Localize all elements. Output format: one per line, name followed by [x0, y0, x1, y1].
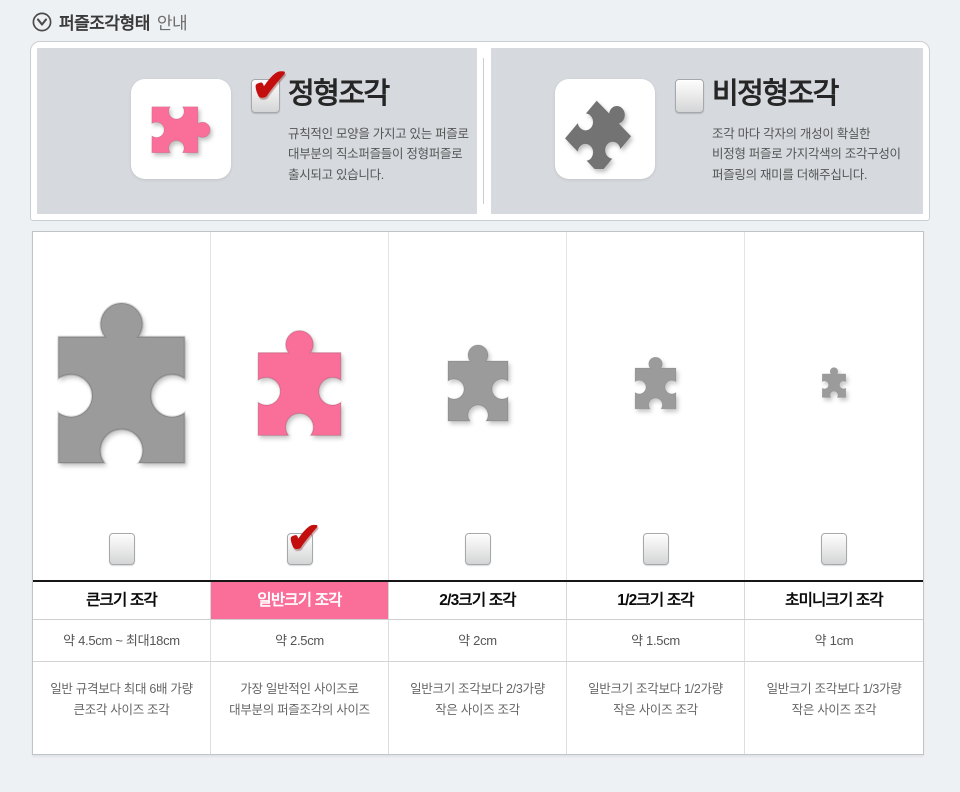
half-size-checkbox[interactable]	[642, 533, 669, 565]
size-description: 일반크기 조각보다 2/3가량 작은 사이즈 조각	[389, 662, 567, 754]
piece-image-row: ✔	[33, 232, 923, 580]
size-description: 일반 규격보다 최대 6배 가량 큰조각 사이즈 조각	[33, 662, 211, 754]
red-check-icon: ✔	[251, 59, 290, 111]
section-title-row: 퍼즐조각형태 안내	[0, 0, 960, 41]
header-half[interactable]: 1/2크기 조각	[567, 582, 745, 619]
size-value: 약 1.5cm	[567, 620, 745, 661]
size-cell-two-thirds	[389, 232, 567, 580]
table-size-row: 약 4.5cm ~ 최대18cm 약 2.5cm 약 2cm 약 1.5cm 약…	[33, 620, 923, 662]
table-header-row: 큰크기 조각 일반크기 조각 2/3크기 조각 1/2크기 조각 초미니크기 조…	[33, 580, 923, 620]
header-large[interactable]: 큰크기 조각	[33, 582, 211, 619]
piece-type-panels: ✔ 정형조각 규칙적인 모양을 가지고 있는 퍼즐로 대부분의 직소퍼즐들이 정…	[30, 41, 930, 221]
size-value: 약 1cm	[814, 633, 854, 648]
size-cell-large	[33, 232, 211, 580]
desc-line: 큰조각 사이즈 조각	[73, 702, 170, 717]
size-description: 일반크기 조각보다 1/3가량 작은 사이즈 조각	[745, 662, 923, 754]
gray-irregular-puzzle-piece-icon	[565, 89, 645, 169]
large-size-checkbox[interactable]	[108, 533, 135, 565]
desc-line: 출시되고 있습니다.	[288, 167, 384, 182]
header-mini[interactable]: 초미니크기 조각	[785, 592, 884, 609]
page-title-suffix: 안내	[156, 14, 188, 33]
desc-line: 작은 사이즈 조각	[791, 702, 877, 717]
irregular-piece-description: 조각 마다 각자의 개성이 확실한 비정형 퍼즐로 가지각색의 조각구성이 퍼즐…	[712, 124, 901, 185]
chevron-down-circle-icon[interactable]	[32, 12, 52, 32]
pink-puzzle-piece-icon	[144, 96, 218, 162]
desc-line: 대부분의 직소퍼즐들이 정형퍼즐로	[288, 147, 463, 162]
panel-divider	[483, 58, 484, 204]
puzzle-piece-half-icon	[633, 355, 678, 411]
header-normal[interactable]: 일반크기 조각	[211, 582, 389, 619]
desc-line: 일반크기 조각보다 1/2가량	[588, 682, 723, 696]
size-cell-mini	[745, 232, 923, 580]
desc-line: 일반크기 조각보다 1/3가량	[766, 682, 902, 696]
size-description: 일반크기 조각보다 1/2가량 작은 사이즈 조각	[567, 662, 745, 754]
desc-line: 작은 사이즈 조각	[435, 702, 520, 717]
irregular-piece-tile	[555, 79, 655, 179]
puzzle-piece-large-icon	[52, 296, 191, 470]
desc-line: 작은 사이즈 조각	[613, 702, 698, 717]
piece-size-table: ✔ 큰크기 조각 일반크기 조각 2/3크기 조각 1/2크기 조각 초미니크기…	[32, 231, 924, 755]
two-thirds-size-checkbox[interactable]	[464, 533, 491, 565]
puzzle-piece-normal-icon	[254, 326, 345, 440]
regular-piece-tile	[131, 79, 231, 179]
table-description-row: 일반 규격보다 최대 6배 가량 큰조각 사이즈 조각 가장 일반적인 사이즈로…	[33, 662, 923, 754]
size-description: 가장 일반적인 사이즈로 대부분의 퍼즐조각의 사이즈	[211, 662, 389, 754]
panel-irregular-piece: 비정형조각 조각 마다 각자의 개성이 확실한 비정형 퍼즐로 가지각색의 조각…	[491, 48, 923, 214]
puzzle-piece-mini-icon	[821, 366, 847, 399]
puzzle-piece-two-thirds-icon	[445, 342, 511, 424]
header-two-thirds[interactable]: 2/3크기 조각	[389, 582, 567, 619]
regular-piece-description: 규칙적인 모양을 가지고 있는 퍼즐로 대부분의 직소퍼즐들이 정형퍼즐로 출시…	[288, 124, 469, 185]
desc-line: 퍼즐링의 재미를 더해주십니다.	[712, 167, 868, 182]
desc-line: 비정형 퍼즐로 가지각색의 조각구성이	[712, 147, 901, 162]
size-value: 약 4.5cm ~ 최대18cm	[33, 620, 211, 661]
desc-line: 가장 일반적인 사이즈로	[240, 682, 359, 696]
irregular-piece-title: 비정형조각	[712, 78, 839, 110]
mini-size-checkbox[interactable]	[821, 533, 847, 565]
desc-line: 일반크기 조각보다 2/3가량	[410, 682, 545, 696]
regular-piece-checkbox[interactable]: ✔	[251, 62, 290, 113]
desc-line: 대부분의 퍼즐조각의 사이즈	[229, 702, 370, 717]
desc-line: 규칙적인 모양을 가지고 있는 퍼즐로	[288, 127, 469, 141]
desc-line: 조각 마다 각자의 개성이 확실한	[712, 127, 871, 141]
size-cell-half	[567, 232, 745, 580]
size-value: 약 2.5cm	[211, 620, 389, 661]
red-check-icon: ✔	[286, 514, 322, 561]
normal-size-checkbox[interactable]: ✔	[286, 517, 322, 565]
irregular-piece-checkbox[interactable]	[675, 79, 704, 113]
page-title: 퍼즐조각형태	[59, 14, 150, 33]
size-value: 약 2cm	[389, 620, 567, 661]
size-cell-normal: ✔	[211, 232, 389, 580]
desc-line: 일반 규격보다 최대 6배 가량	[50, 682, 193, 696]
regular-piece-title: 정형조각	[288, 78, 390, 110]
panel-regular-piece: ✔ 정형조각 규칙적인 모양을 가지고 있는 퍼즐로 대부분의 직소퍼즐들이 정…	[37, 48, 477, 214]
